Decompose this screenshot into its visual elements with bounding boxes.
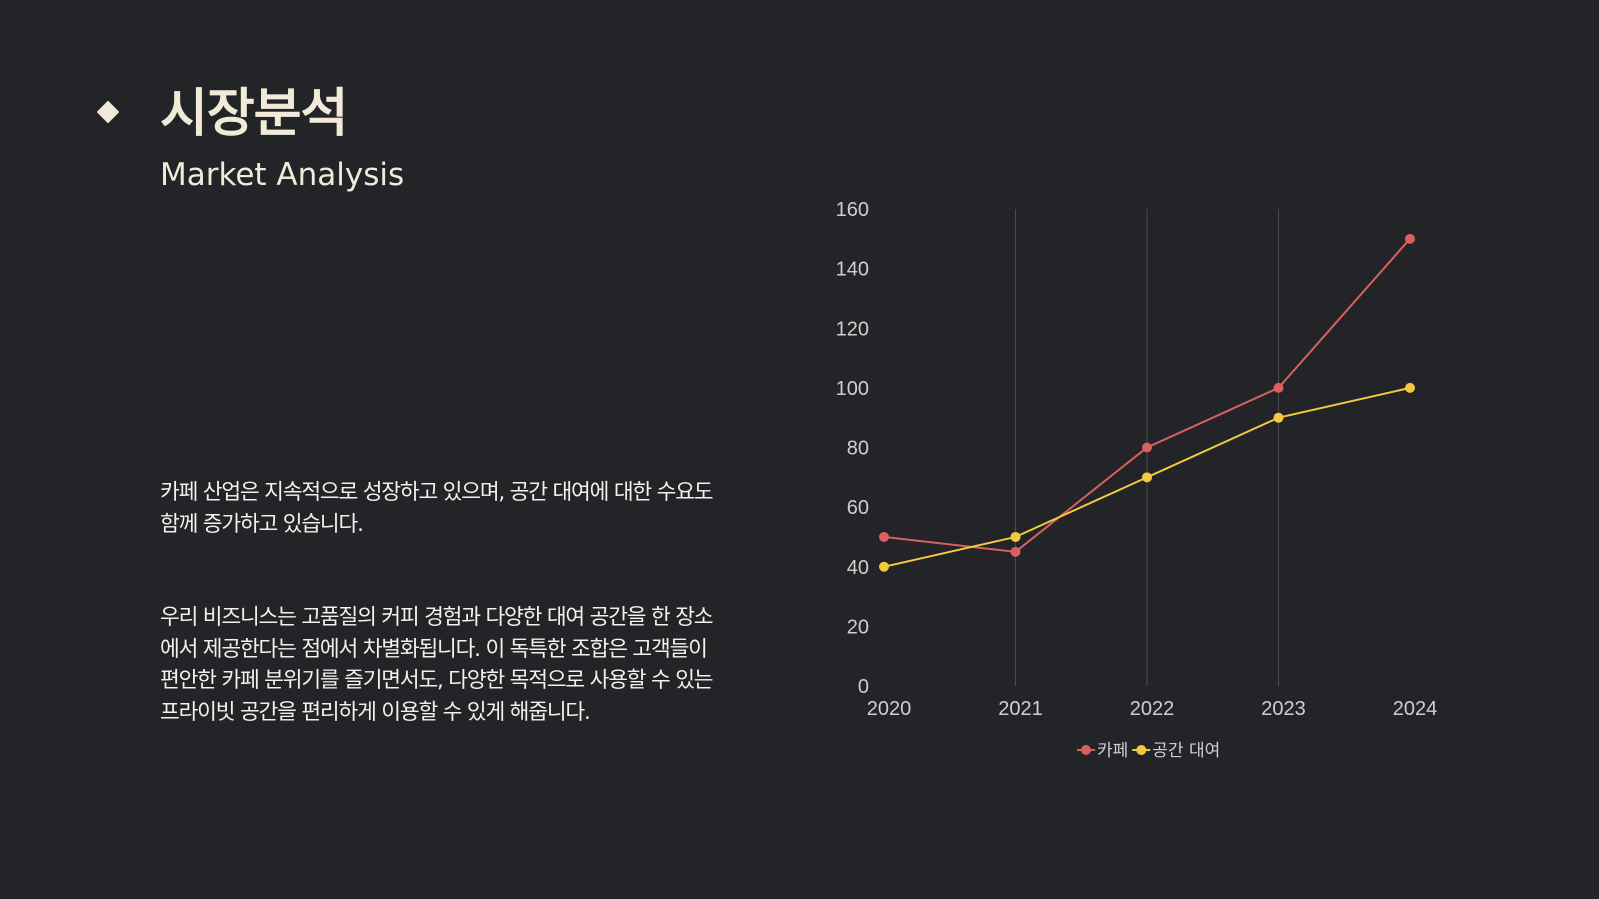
legend-marker-icon [1081, 745, 1091, 755]
y-tick-label: 40 [847, 557, 869, 579]
y-axis-ticks: 0 20 40 60 80 100 120 140 160 [836, 199, 869, 698]
data-point [1405, 382, 1415, 393]
x-tick-label: 2023 [1261, 698, 1306, 720]
data-point [1010, 531, 1021, 542]
slide-subtitle: Market Analysis [160, 157, 405, 193]
data-point [1273, 412, 1284, 423]
chart-series [879, 233, 1415, 572]
data-point [1273, 382, 1284, 393]
paragraph-market-growth: 카페 산업은 지속적으로 성장하고 있으며, 공간 대여에 대한 수요도 함께 … [160, 480, 714, 537]
y-tick-label: 20 [847, 616, 869, 638]
data-point [1142, 442, 1152, 453]
y-tick-label: 0 [858, 676, 869, 698]
y-tick-label: 100 [836, 378, 869, 400]
y-tick-label: 80 [847, 438, 869, 460]
y-tick-label: 140 [836, 259, 869, 281]
series-1 [879, 382, 1415, 572]
paragraph-differentiation: 우리 비즈니스는 고품질의 커피 경험과 다양한 대여 공간을 한 장소에서 제… [160, 605, 714, 725]
x-tick-label: 2021 [998, 698, 1043, 720]
y-tick-label: 160 [836, 199, 869, 221]
y-tick-label: 60 [847, 497, 869, 519]
data-point [879, 531, 889, 542]
legend-item-1: 공간 대여 [1132, 741, 1220, 761]
legend-label: 공간 대여 [1152, 741, 1220, 761]
data-point [1142, 472, 1152, 483]
chart-legend: 카페 공간 대여 [1077, 741, 1220, 761]
slide-title: 시장분석 [160, 84, 348, 144]
x-tick-label: 2020 [867, 698, 912, 720]
y-tick-label: 120 [836, 318, 869, 340]
data-point [879, 561, 889, 572]
x-tick-label: 2024 [1393, 698, 1438, 720]
legend-label: 카페 [1097, 741, 1128, 761]
data-point [1405, 233, 1415, 244]
data-point [1010, 546, 1021, 557]
x-axis-ticks: 2020 2021 2022 2023 2024 [867, 698, 1438, 720]
x-tick-label: 2022 [1130, 698, 1175, 720]
legend-item-0: 카페 [1077, 741, 1128, 761]
legend-marker-icon [1136, 745, 1147, 755]
